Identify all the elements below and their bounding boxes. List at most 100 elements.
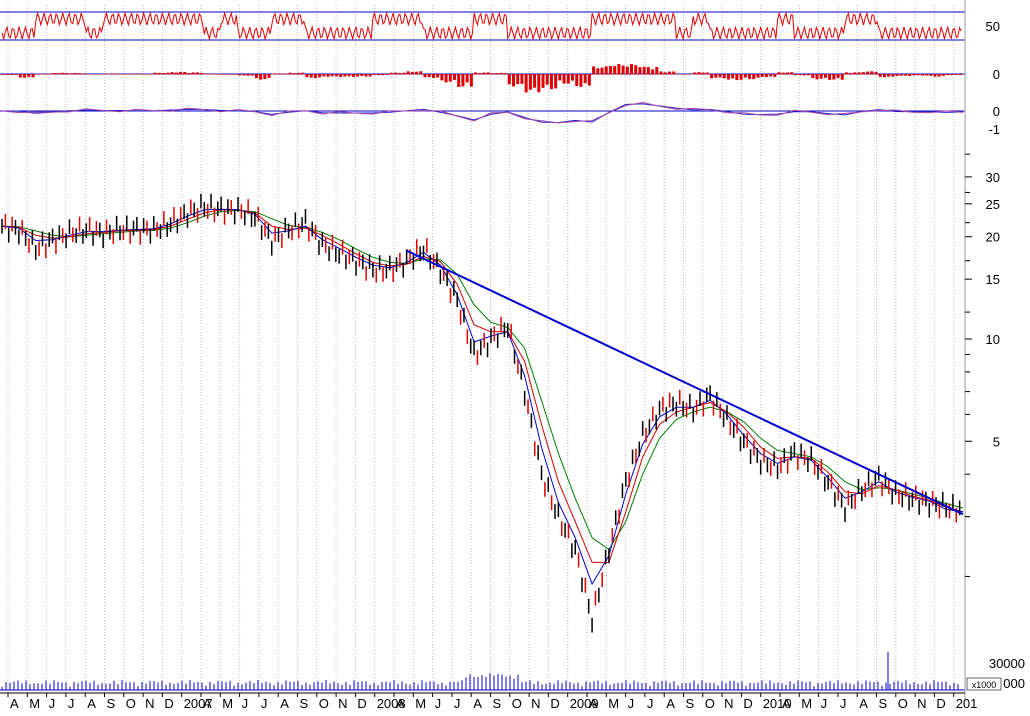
x-tick-label: J xyxy=(242,696,249,711)
osc2-bar xyxy=(474,72,478,75)
osc2-bar xyxy=(836,74,840,78)
osc2-bar xyxy=(486,72,490,75)
moving-average-line xyxy=(1,208,964,586)
osc2-bar xyxy=(667,71,671,75)
osc2-bar xyxy=(857,72,861,75)
osc2-bar xyxy=(558,74,562,81)
osc2-bar xyxy=(259,74,263,80)
x-tick-label: N xyxy=(338,696,347,711)
osc1-tick-label: 50 xyxy=(986,19,1000,34)
osc2-bar xyxy=(499,72,503,75)
osc2-bar xyxy=(516,74,520,85)
osc2-bar xyxy=(254,74,258,79)
osc2-bar xyxy=(950,74,954,76)
osc2-bar xyxy=(292,73,296,75)
osc2-bar xyxy=(925,74,929,76)
osc2-bar xyxy=(436,74,440,78)
x-tick-label: J xyxy=(435,696,442,711)
osc2-bar xyxy=(554,74,558,89)
x-tick-label: O xyxy=(705,696,715,711)
moving-average-line xyxy=(1,209,964,551)
osc2-bar xyxy=(613,66,617,75)
osc2-bar xyxy=(2,74,5,75)
osc2-bar xyxy=(630,64,634,75)
osc2-bar xyxy=(347,74,351,77)
osc2-bar xyxy=(739,74,743,80)
osc2-bar xyxy=(756,74,760,78)
osc2-bar xyxy=(179,71,183,75)
osc2-bar xyxy=(920,74,924,76)
osc2-bar xyxy=(769,74,773,77)
osc2-bar xyxy=(242,74,246,76)
x-tick-label: J xyxy=(628,696,635,711)
osc2-bar xyxy=(90,74,94,75)
x-tick-label: D xyxy=(164,696,173,711)
osc2-bar xyxy=(781,72,785,75)
x-tick-label: A xyxy=(473,696,482,711)
osc2-bar xyxy=(195,72,199,75)
osc2-bar xyxy=(748,74,752,80)
osc2-bar xyxy=(773,74,777,77)
osc2-bar xyxy=(250,74,254,76)
osc2-bar xyxy=(305,74,309,78)
osc2-bar xyxy=(495,72,499,75)
osc2-bar xyxy=(916,74,920,76)
osc2-bar xyxy=(802,74,806,76)
osc1-line xyxy=(1,11,962,41)
osc2-bar xyxy=(56,73,60,75)
x-tick-label: J xyxy=(261,696,268,711)
osc2-bar xyxy=(364,74,368,77)
osc2-bar xyxy=(465,74,469,83)
osc2-bar xyxy=(82,73,86,75)
osc2-bar xyxy=(705,72,709,75)
osc2-bar xyxy=(469,74,473,87)
x-tick-label: S xyxy=(300,696,309,711)
osc2-bar xyxy=(208,73,212,75)
osc2-bar xyxy=(545,74,549,85)
osc2-bar xyxy=(642,66,646,75)
osc2-bar xyxy=(393,72,397,75)
osc2-bar xyxy=(313,74,317,79)
osc2-bar xyxy=(575,74,579,86)
x-tick-label: 2010 xyxy=(763,696,792,711)
osc2-bar xyxy=(503,73,507,75)
osc2-bar xyxy=(933,74,937,77)
osc2-bar xyxy=(461,74,465,87)
osc2-bar xyxy=(882,74,886,78)
osc2-bar xyxy=(828,74,832,80)
volume-tick-label: 30000 xyxy=(989,656,1025,671)
osc2-bar xyxy=(145,73,149,75)
osc2-bar xyxy=(334,74,338,77)
osc2-bar xyxy=(853,72,857,75)
osc2-bar xyxy=(693,72,697,75)
osc2-bar xyxy=(44,73,48,75)
x-tick-label: N xyxy=(724,696,733,711)
osc2-bar xyxy=(183,72,187,75)
osc2-bar xyxy=(562,74,566,84)
osc2-bar xyxy=(604,66,608,75)
osc2-bar xyxy=(410,71,414,75)
price-tick-label: 25 xyxy=(986,197,1000,212)
osc2-bar xyxy=(490,73,494,75)
osc2-bar xyxy=(697,72,701,75)
oscillator-panel-2 xyxy=(0,64,965,93)
osc2-bar xyxy=(790,72,794,75)
trendline xyxy=(406,249,964,516)
osc2-bar xyxy=(549,74,553,90)
x-tick-label: N xyxy=(917,696,926,711)
osc2-bar xyxy=(684,74,688,75)
osc2-bar xyxy=(385,74,389,75)
osc2-bar xyxy=(566,74,570,84)
osc2-bar xyxy=(288,72,292,75)
osc2-bar xyxy=(406,71,410,75)
osc2-bar xyxy=(941,74,945,76)
osc2-bar xyxy=(132,73,136,75)
osc2-bar xyxy=(524,74,528,93)
osc2-bar xyxy=(448,74,452,82)
osc2-bar xyxy=(760,74,764,77)
osc3-tick-label: -1 xyxy=(988,122,1000,137)
osc2-bar xyxy=(35,73,39,75)
x-tick-label: D xyxy=(936,696,945,711)
osc2-bar xyxy=(309,74,313,78)
osc2-bar xyxy=(680,74,684,75)
